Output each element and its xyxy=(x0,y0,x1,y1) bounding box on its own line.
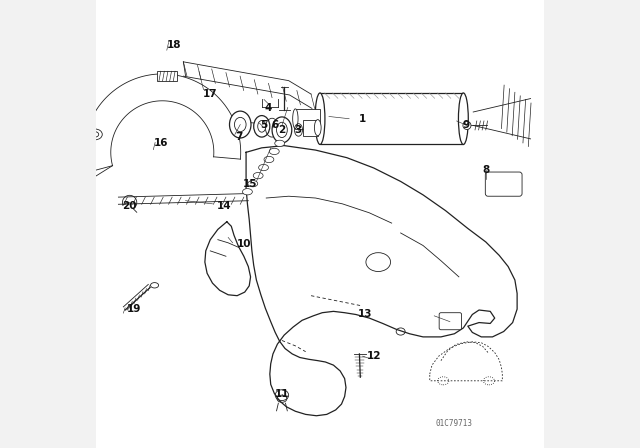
Text: 16: 16 xyxy=(154,138,168,148)
Text: 1: 1 xyxy=(359,114,366,124)
Ellipse shape xyxy=(276,122,287,138)
Ellipse shape xyxy=(258,121,266,132)
Ellipse shape xyxy=(458,93,468,144)
Ellipse shape xyxy=(253,172,263,179)
Text: 7: 7 xyxy=(236,132,243,142)
Text: 19: 19 xyxy=(127,304,141,314)
Ellipse shape xyxy=(248,181,258,187)
Text: 17: 17 xyxy=(203,89,218,99)
Ellipse shape xyxy=(88,129,102,140)
Text: 5: 5 xyxy=(260,121,268,130)
Text: 14: 14 xyxy=(216,201,231,211)
Ellipse shape xyxy=(259,164,269,171)
Text: 11: 11 xyxy=(275,389,289,399)
FancyBboxPatch shape xyxy=(96,0,544,448)
Text: 15: 15 xyxy=(243,179,258,189)
Text: 9: 9 xyxy=(462,121,469,130)
FancyBboxPatch shape xyxy=(485,172,522,196)
Ellipse shape xyxy=(243,189,252,195)
Text: 8: 8 xyxy=(482,165,490,175)
Text: 10: 10 xyxy=(237,239,251,249)
Ellipse shape xyxy=(253,116,270,137)
Text: 20: 20 xyxy=(122,201,137,211)
Ellipse shape xyxy=(272,117,292,143)
Ellipse shape xyxy=(275,140,285,146)
Ellipse shape xyxy=(315,93,325,144)
FancyBboxPatch shape xyxy=(439,313,461,330)
Text: 4: 4 xyxy=(265,103,272,112)
Ellipse shape xyxy=(269,148,279,155)
Bar xyxy=(320,93,463,144)
Ellipse shape xyxy=(463,121,471,129)
Ellipse shape xyxy=(234,117,246,132)
Ellipse shape xyxy=(150,283,159,288)
Ellipse shape xyxy=(314,120,321,136)
Text: 6: 6 xyxy=(271,121,279,130)
Ellipse shape xyxy=(264,156,274,163)
Ellipse shape xyxy=(92,132,99,137)
Text: 3: 3 xyxy=(294,125,301,135)
Text: 18: 18 xyxy=(167,40,182,50)
Text: 01C79713: 01C79713 xyxy=(436,419,473,428)
Text: 2: 2 xyxy=(278,125,285,135)
Bar xyxy=(296,109,320,129)
Ellipse shape xyxy=(230,111,251,138)
Bar xyxy=(157,71,177,81)
Text: 12: 12 xyxy=(367,351,381,361)
Bar xyxy=(303,120,317,136)
Ellipse shape xyxy=(292,109,298,129)
Text: 13: 13 xyxy=(358,309,372,319)
